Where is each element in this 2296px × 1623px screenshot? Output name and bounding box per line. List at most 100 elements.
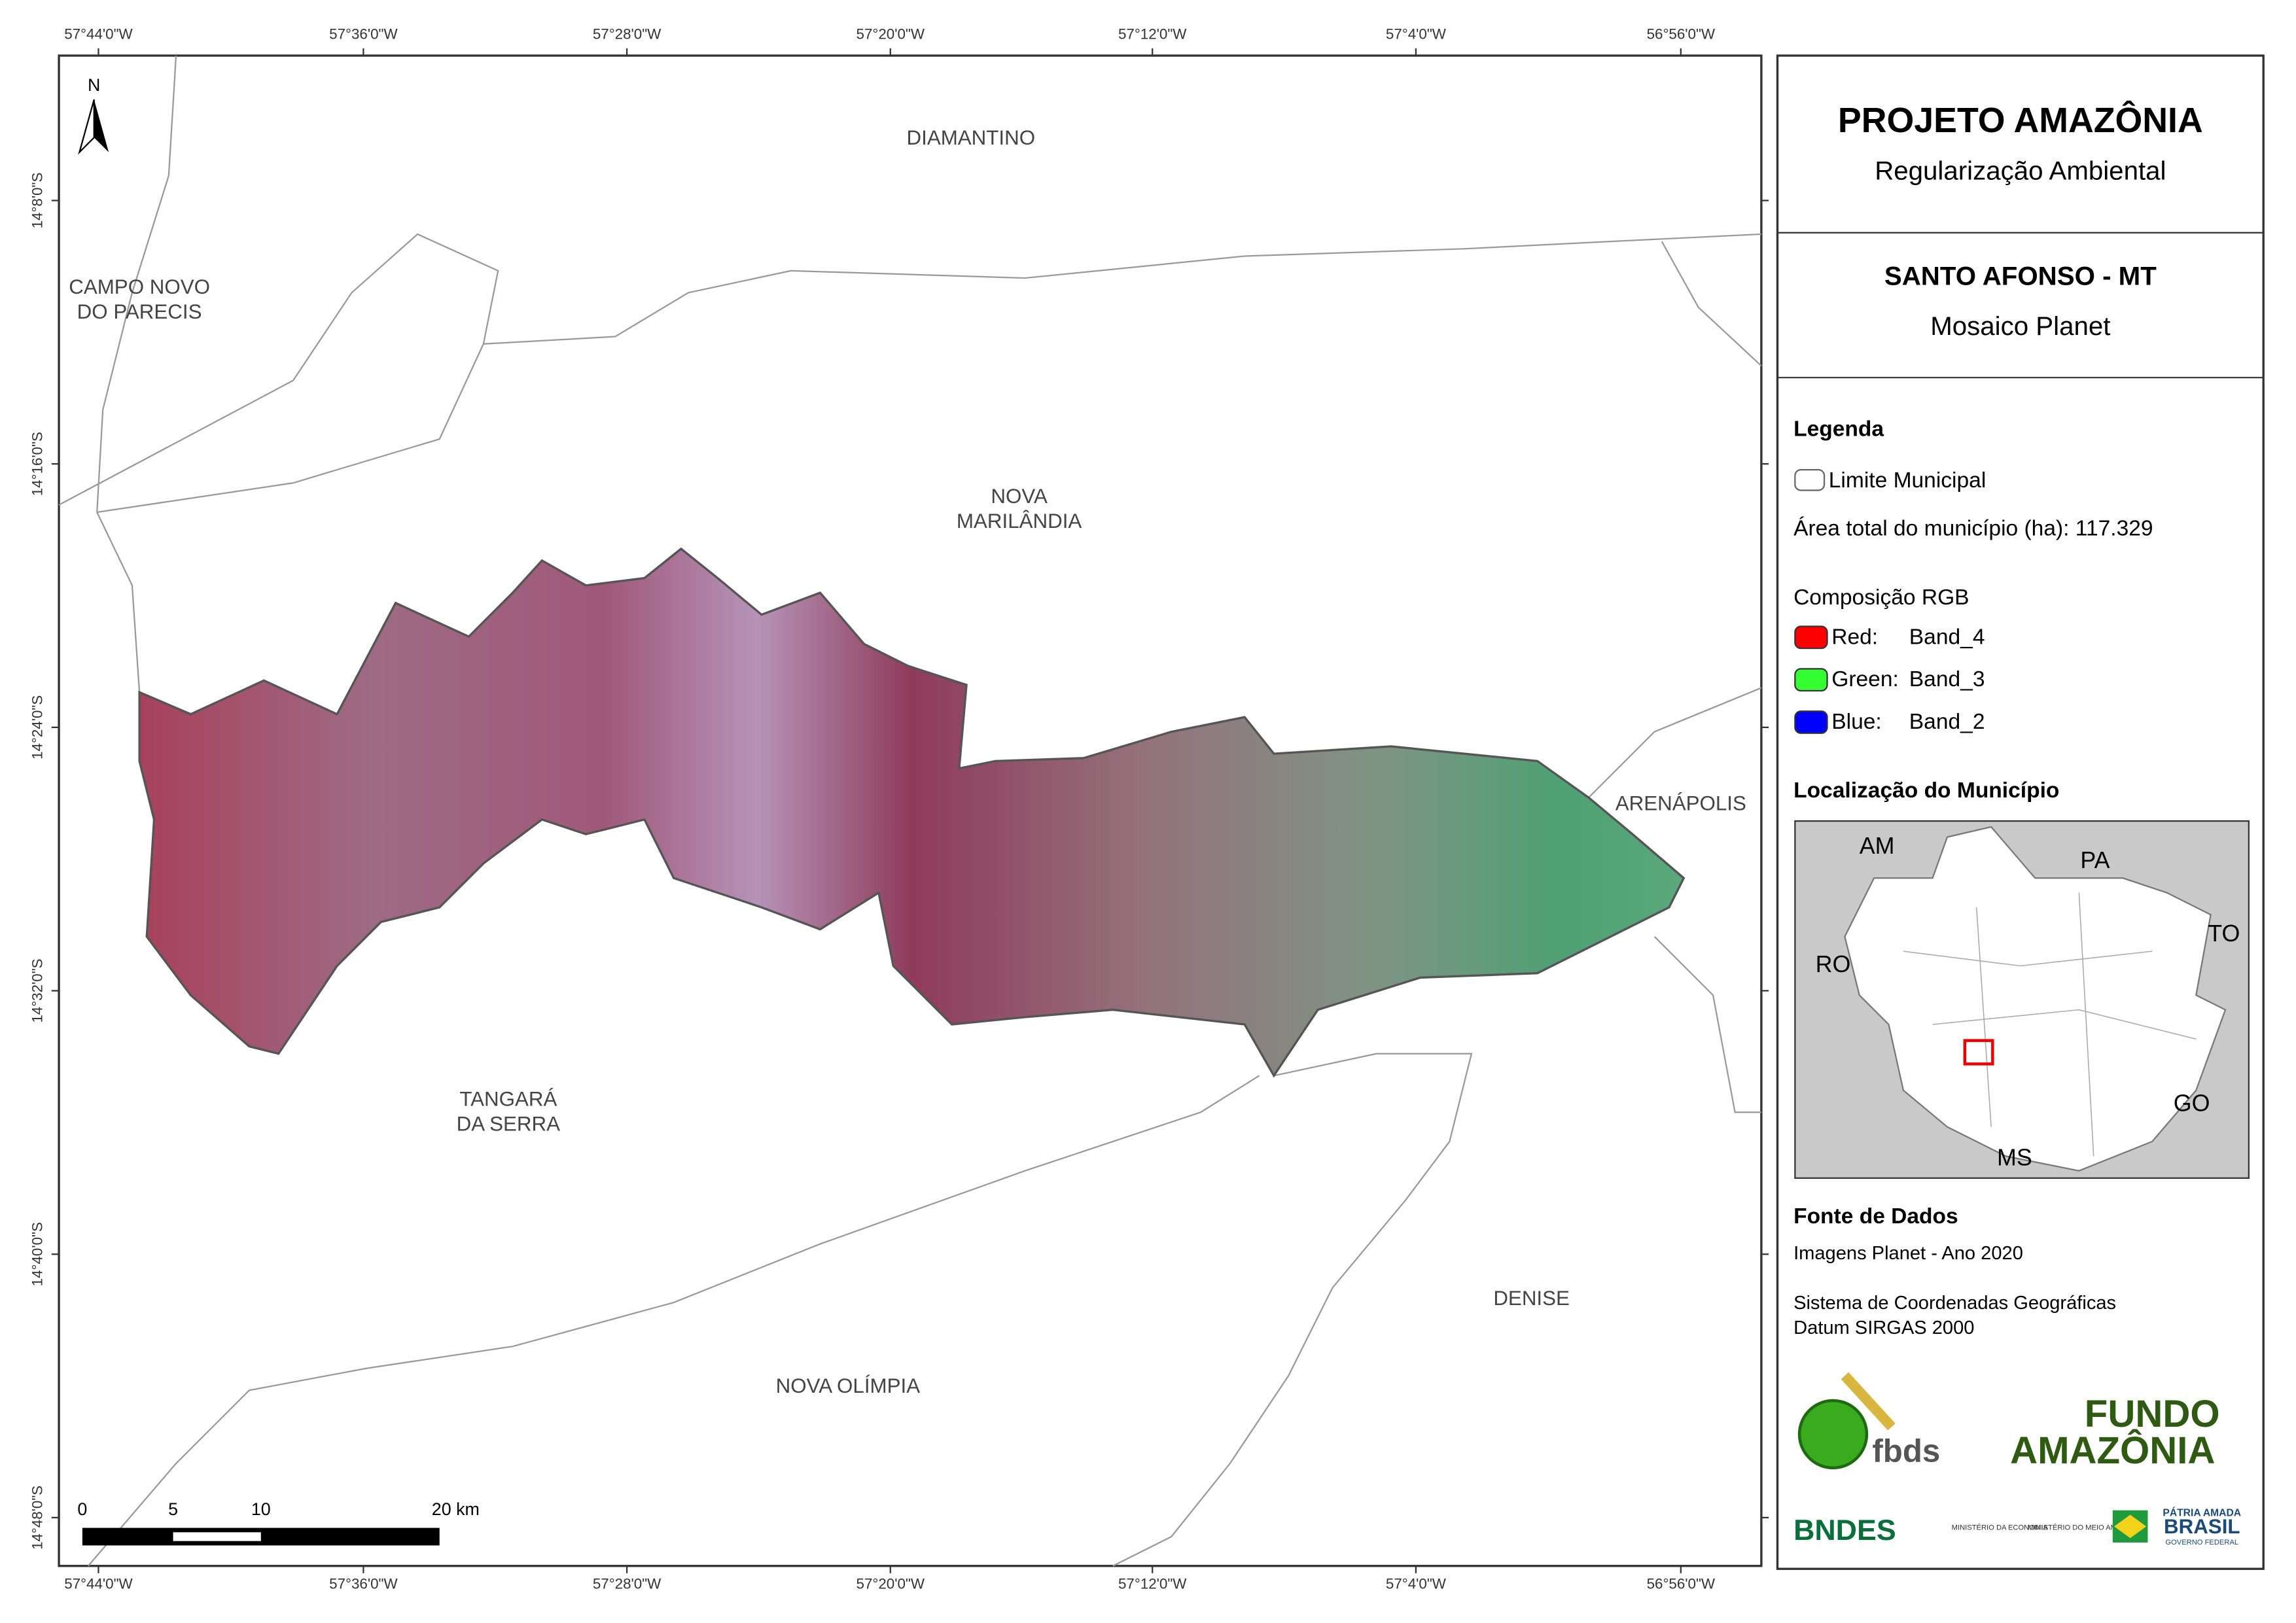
north-label: N bbox=[88, 75, 100, 95]
coord-label: 56°56'0"W bbox=[1647, 26, 1716, 43]
source-title: Fonte de Dados bbox=[1793, 1204, 1958, 1229]
scale-bar: 0 5 10 20 km bbox=[77, 1499, 480, 1546]
boundary bbox=[483, 233, 1761, 345]
state-label: RO bbox=[1816, 951, 1851, 977]
logo-text: PÁTRIA AMADA bbox=[2163, 1506, 2241, 1518]
coord-label: 57°44'0"W bbox=[64, 26, 133, 43]
title: PROJETO AMAZÔNIA bbox=[1838, 100, 2203, 140]
tick-marks bbox=[51, 48, 1769, 1573]
place-label: CAMPO NOVO bbox=[69, 275, 210, 298]
coord-label: 14°8'0"S bbox=[29, 173, 46, 229]
scale-label: 5 bbox=[168, 1499, 178, 1519]
panel-frame bbox=[1776, 54, 2265, 1570]
coord-label: 57°4'0"W bbox=[1386, 1576, 1447, 1592]
legend-title: Legenda bbox=[1793, 417, 1884, 442]
coord-label: 57°28'0"W bbox=[593, 26, 662, 43]
coord-label: 57°36'0"W bbox=[329, 26, 398, 43]
subtitle: Regularização Ambiental bbox=[1875, 156, 2166, 186]
boundary bbox=[1588, 687, 1762, 799]
municipal-boundaries bbox=[58, 55, 1762, 1567]
band-name: Band_2 bbox=[1909, 710, 1985, 734]
coordinate-labels: 57°44'0"W 57°36'0"W 57°28'0"W 57°20'0"W … bbox=[29, 26, 1716, 1592]
logo-shape bbox=[1797, 1399, 1869, 1470]
scale-label: 0 bbox=[77, 1499, 87, 1519]
band-swatch bbox=[1794, 710, 1828, 734]
logo-shape bbox=[1841, 1372, 1896, 1431]
place-label: DIAMANTINO bbox=[907, 126, 1036, 149]
boundary bbox=[87, 1075, 1260, 1567]
source-line: Imagens Planet - Ano 2020 bbox=[1793, 1243, 2023, 1264]
logo-text: BNDES bbox=[1793, 1514, 1896, 1546]
boundary bbox=[58, 233, 499, 514]
municipality: SANTO AFONSO - MT bbox=[1884, 262, 2157, 291]
band-name: Band_3 bbox=[1909, 667, 1985, 691]
coord-label: 14°32'0"S bbox=[29, 958, 46, 1022]
place-label: MARILÂNDIA bbox=[957, 510, 1082, 532]
boundary bbox=[1661, 241, 1762, 367]
state-label: TO bbox=[2208, 920, 2240, 947]
coord-label: 57°28'0"W bbox=[593, 1576, 662, 1592]
coord-label: 57°20'0"W bbox=[857, 26, 925, 43]
coord-label: 57°12'0"W bbox=[1118, 26, 1187, 43]
coord-label: 57°12'0"W bbox=[1118, 1576, 1187, 1592]
place-label: DO PARECIS bbox=[77, 300, 202, 323]
source-line: Datum SIRGAS 2000 bbox=[1793, 1318, 1974, 1338]
coord-label: 57°36'0"W bbox=[329, 1576, 398, 1592]
coord-label: 57°20'0"W bbox=[857, 1576, 925, 1592]
boundary bbox=[1653, 935, 1761, 1113]
source-line: Sistema de Coordenadas Geográficas bbox=[1793, 1293, 2116, 1314]
arrow-half bbox=[78, 99, 95, 155]
place-label: TANGARÁ bbox=[459, 1088, 557, 1111]
location-title: Localização do Município bbox=[1793, 778, 2059, 803]
state-label: AM bbox=[1860, 833, 1895, 859]
band-channel: Red: bbox=[1831, 625, 1878, 649]
state-label: MS bbox=[1997, 1144, 2032, 1170]
legend-label: Limite Municipal bbox=[1829, 468, 1987, 493]
inset-map: AM PA RO TO GO MS bbox=[1794, 820, 2250, 1179]
band-legend: Red: Band_4 Green: Band_3 Blue: Band_2 bbox=[1794, 625, 1985, 734]
coord-label: 14°48'0"S bbox=[29, 1486, 46, 1550]
location-marker bbox=[1963, 1039, 1994, 1066]
coord-label: 14°16'0"S bbox=[29, 432, 46, 496]
logo-text: AMAZÔNIA bbox=[2010, 1429, 2215, 1472]
place-label: ARENÁPOLIS bbox=[1616, 792, 1746, 815]
band-swatch bbox=[1794, 668, 1828, 692]
coord-label: 57°4'0"W bbox=[1386, 26, 1447, 43]
side-panel: PROJETO AMAZÔNIA Regularização Ambiental… bbox=[1776, 54, 2265, 1570]
inset-boundaries bbox=[1903, 892, 2197, 1157]
state-outline bbox=[1844, 826, 2227, 1172]
satellite-mosaic bbox=[138, 547, 1686, 1078]
logo-text: FUNDO bbox=[2085, 1393, 2220, 1435]
boundary bbox=[1112, 1053, 1473, 1567]
state-label: PA bbox=[2080, 847, 2110, 873]
coord-label: 14°24'0"S bbox=[29, 695, 46, 759]
logos: fbds FUNDO AMAZÔNIA BNDES MINISTÉRIO DA … bbox=[1793, 1372, 2241, 1546]
band-channel: Blue: bbox=[1831, 710, 1881, 734]
coord-label: 57°44'0"W bbox=[64, 1576, 133, 1592]
place-label: DA SERRA bbox=[457, 1113, 560, 1136]
place-label: DENISE bbox=[1493, 1287, 1570, 1310]
band-swatch bbox=[1794, 625, 1828, 650]
arrow-half bbox=[94, 99, 109, 152]
scale-segment bbox=[173, 1532, 261, 1541]
area-label: Área total do município (ha): 117.329 bbox=[1793, 517, 2153, 541]
state-label: GO bbox=[2174, 1091, 2210, 1117]
place-label: NOVA OLÍMPIA bbox=[776, 1374, 921, 1397]
north-arrow: N bbox=[78, 75, 109, 155]
band-name: Band_4 bbox=[1909, 625, 1985, 649]
logo-text: fbds bbox=[1872, 1433, 1940, 1469]
legend-swatch bbox=[1794, 469, 1826, 491]
coord-label: 14°40'0"S bbox=[29, 1222, 46, 1286]
scale-label: 10 bbox=[251, 1499, 271, 1519]
rgb-title: Composição RGB bbox=[1793, 585, 1969, 610]
logo-text: BRASIL bbox=[2164, 1515, 2240, 1538]
place-label: NOVA bbox=[991, 485, 1048, 508]
boundary bbox=[96, 55, 177, 693]
band-channel: Green: bbox=[1831, 667, 1899, 691]
logo-text: GOVERNO FEDERAL bbox=[2165, 1539, 2238, 1546]
scale-label: 20 km bbox=[432, 1499, 480, 1519]
frame-ticks bbox=[51, 48, 1769, 1573]
mosaic: Mosaico Planet bbox=[1930, 311, 2110, 341]
logo-text: MINISTÉRIO DA ECONOMIA bbox=[1952, 1524, 2049, 1532]
